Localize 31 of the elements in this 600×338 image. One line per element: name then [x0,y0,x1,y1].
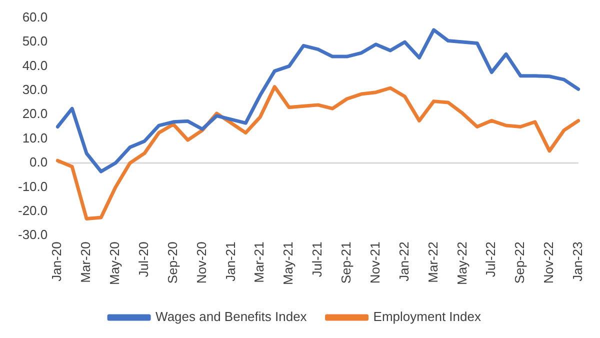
x-tick-label: Jan-23 [570,242,585,282]
x-tick-label: May-22 [454,242,470,286]
x-tick-label: May-21 [280,242,296,286]
x-tick-label: Mar-21 [252,242,267,283]
y-tick-label: 10.0 [22,130,48,146]
x-tick-label: Jan-22 [396,242,412,282]
x-tick-label: Jan-20 [49,242,64,282]
y-tick-label: -10.0 [18,178,48,194]
x-tick-label: Jul-20 [136,242,152,278]
y-tick-label: 20.0 [22,106,48,122]
x-tick-label: Jul-21 [310,242,325,278]
x-tick-label: Nov-20 [194,242,209,284]
y-tick-label: 0.0 [30,154,48,170]
y-tick-label: 60.0 [22,9,48,24]
legend-label: Wages and Benefits Index [156,309,308,324]
x-tick-label: Jul-22 [483,242,498,278]
x-tick-label: May-20 [107,242,122,286]
x-tick-label: Nov-21 [367,242,382,284]
x-tick-label: Nov-22 [541,242,556,284]
legend-label: Employment Index [373,309,482,324]
x-tick-label: Sep-22 [512,242,528,284]
y-tick-label: 50.0 [22,34,48,49]
x-tick-label: Sep-20 [164,242,180,284]
y-tick-label: -20.0 [18,203,48,218]
x-tick-label: Sep-21 [338,242,354,284]
x-tick-label: Mar-22 [425,242,440,283]
x-tick-label: Jan-21 [222,242,238,282]
y-tick-label: 40.0 [22,58,48,73]
y-tick-label: -30.0 [18,227,48,242]
x-tick-label: Mar-20 [78,242,94,283]
y-tick-label: 30.0 [22,82,48,97]
